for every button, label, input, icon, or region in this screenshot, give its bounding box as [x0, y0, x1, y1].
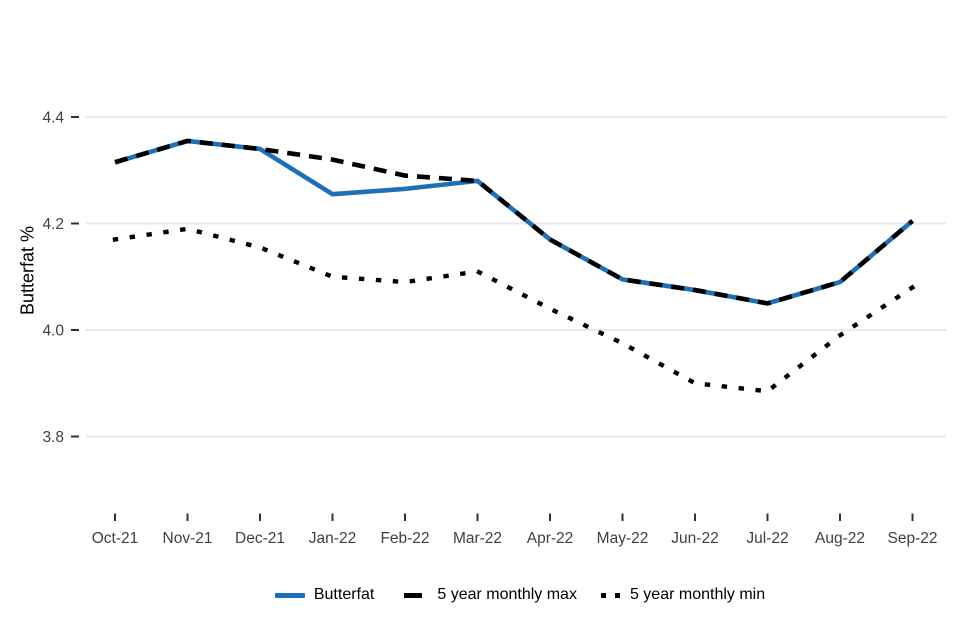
svg-text:Feb-22: Feb-22	[380, 530, 429, 547]
svg-text:Mar-22: Mar-22	[453, 530, 502, 547]
svg-text:Dec-21: Dec-21	[235, 530, 285, 547]
max-dashed-line-swatch-icon	[398, 592, 429, 598]
legend: Butterfat 5 year monthly max 5 year mont…	[80, 586, 960, 604]
legend-label-butterfat: Butterfat	[313, 586, 375, 603]
svg-text:Oct-21: Oct-21	[92, 530, 139, 547]
svg-text:Nov-21: Nov-21	[163, 530, 213, 547]
svg-text:Sep-22: Sep-22	[888, 530, 938, 547]
svg-text:May-22: May-22	[597, 530, 649, 547]
svg-text:Jan-22: Jan-22	[309, 530, 356, 547]
legend-label-max: 5 year monthly max	[437, 586, 577, 603]
svg-text:4.2: 4.2	[42, 216, 64, 233]
svg-text:4.0: 4.0	[42, 323, 64, 340]
legend-item-min: 5 year monthly min	[600, 586, 766, 604]
legend-label-min: 5 year monthly min	[629, 586, 766, 603]
butterfat-line-swatch-icon	[274, 592, 305, 598]
svg-text:Aug-22: Aug-22	[815, 530, 865, 547]
plot-area: 4.4 4.2 4.0 3.8 Oct-21 Nov-21 Dec-21 Jan-22 Feb-…	[42, 110, 946, 547]
svg-text:Jul-22: Jul-22	[746, 530, 788, 547]
legend-item-butterfat: Butterfat	[274, 586, 375, 604]
svg-text:Apr-22: Apr-22	[527, 530, 574, 547]
legend-item-max: 5 year monthly max	[398, 586, 577, 604]
svg-text:Jun-22: Jun-22	[671, 530, 718, 547]
min-dotted-line-swatch-icon	[600, 592, 621, 598]
svg-text:4.4: 4.4	[42, 110, 64, 127]
y-axis-title: Butterfat %	[17, 225, 38, 316]
svg-text:3.8: 3.8	[42, 429, 64, 446]
